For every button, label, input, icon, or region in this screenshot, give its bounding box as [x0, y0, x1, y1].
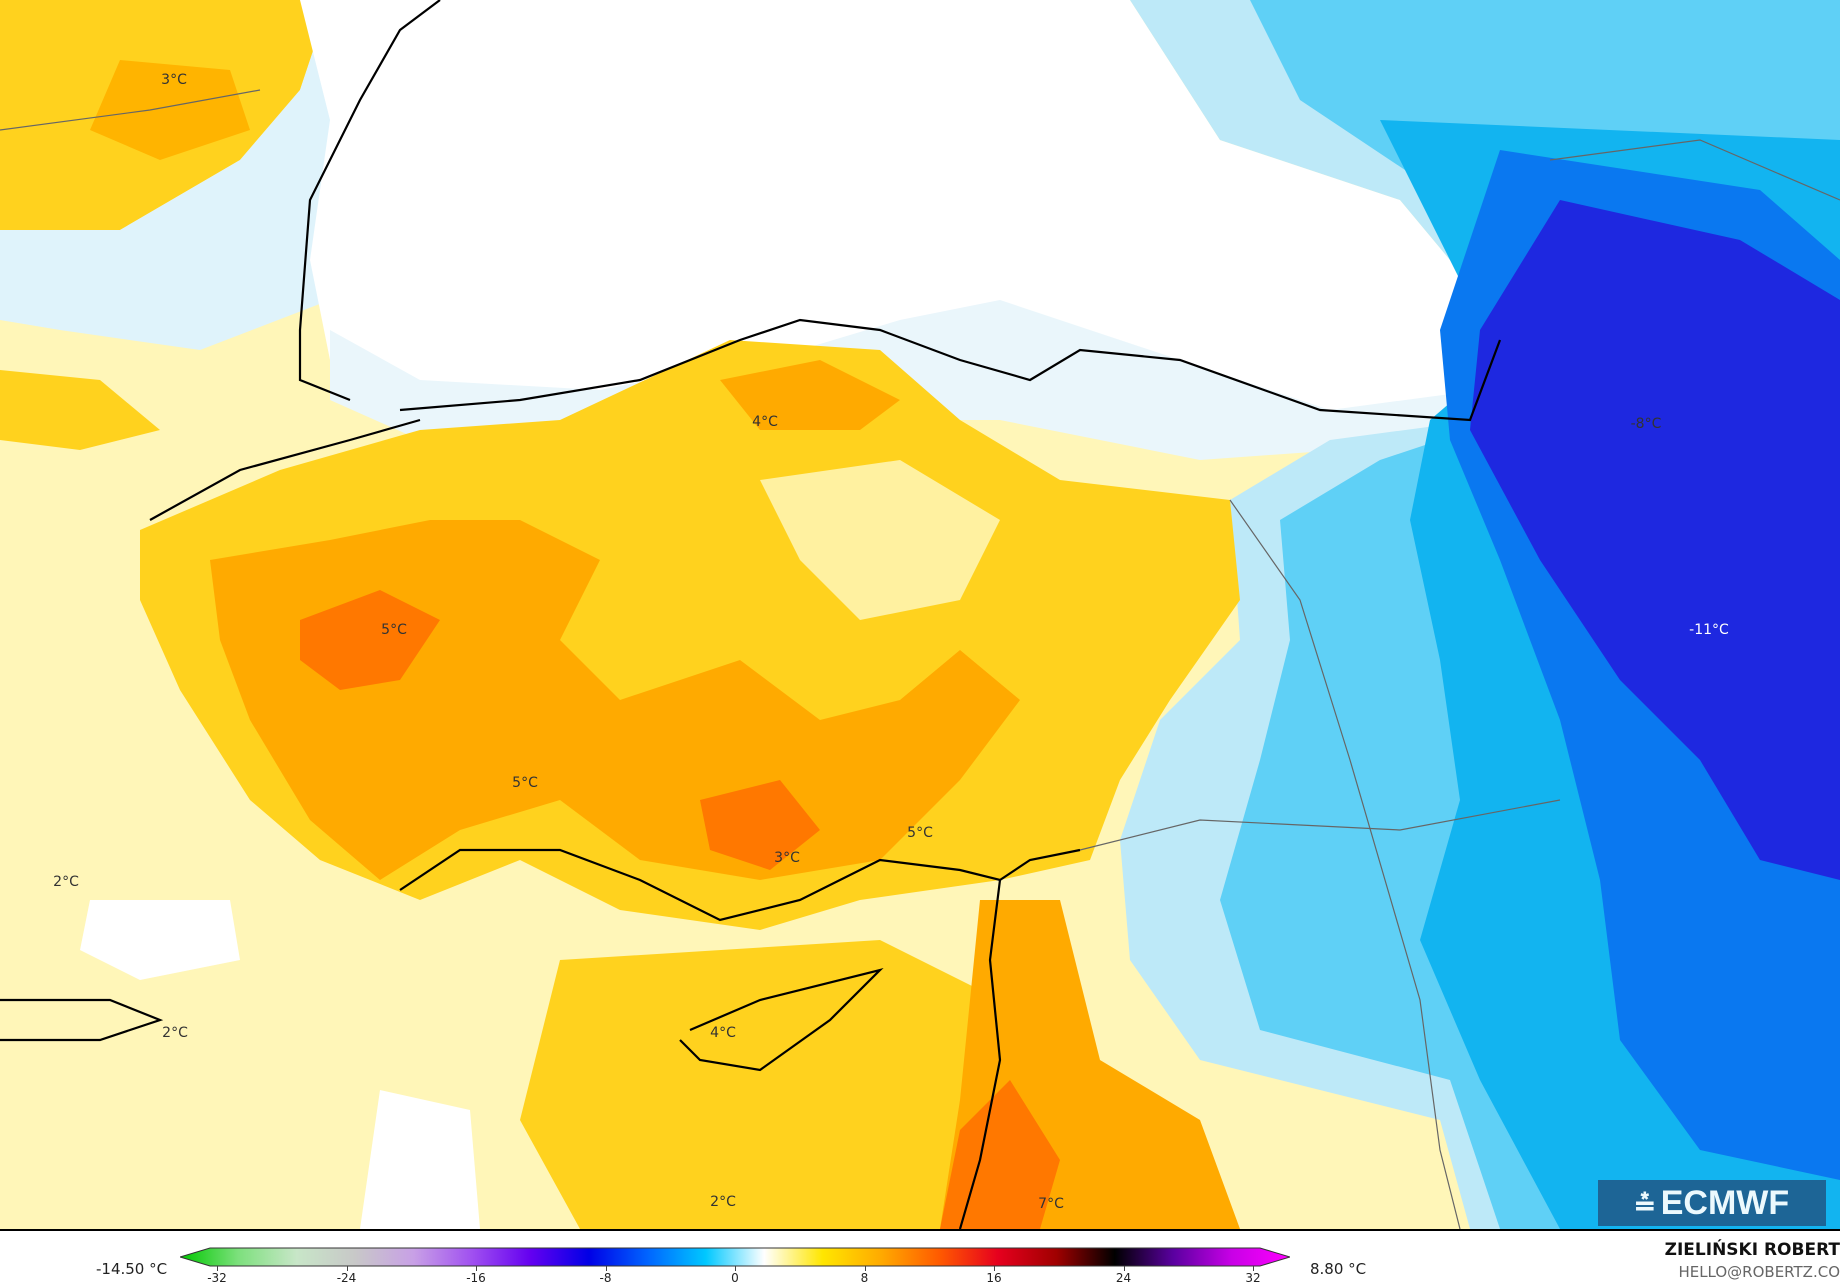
temp-label: 2°C [162, 1025, 188, 1041]
temp-label: 3°C [774, 850, 800, 866]
temperature-contours [0, 0, 1840, 1230]
colorbar-tick-label: 32 [1245, 1271, 1261, 1285]
colorbar-tick-label: -24 [336, 1271, 357, 1285]
colorbar-tick [1253, 1266, 1254, 1271]
colorbar-tick-label: 8 [860, 1271, 869, 1285]
colorbar-tick [346, 1266, 348, 1271]
max-value: 8.80 °C [1310, 1260, 1367, 1278]
colorbar-gradient [180, 1247, 1290, 1267]
colorbar-tick-label: 24 [1115, 1271, 1132, 1285]
temp-label: 4°C [710, 1025, 736, 1041]
colorbar-tick [994, 1266, 995, 1271]
temp-label: -8°C [1630, 416, 1662, 432]
cold-core [1470, 200, 1840, 880]
colorbar-tick [1123, 1266, 1125, 1271]
black-sea [300, 0, 1500, 420]
colorbar-tick [864, 1266, 866, 1271]
temp-label: 7°C [1038, 1196, 1064, 1212]
temp-label: 3°C [161, 72, 187, 88]
colorbar-tick [476, 1266, 477, 1271]
temp-label: 5°C [907, 825, 933, 841]
temp-label: 4°C [752, 414, 778, 430]
colorbar-tick-label: -32 [207, 1271, 227, 1285]
temp-label: 5°C [512, 775, 538, 791]
colorbar-legend: -14.50 °C -32 -24 -16 -8 0 8 16 24 32 8.80 °C [0, 1233, 1840, 1287]
temp-label: 5°C [381, 622, 407, 638]
colorbar-tick-label: -8 [599, 1271, 612, 1285]
colorbar-tick [735, 1266, 736, 1271]
ecmwf-logo: ⩮ ECMWF [1598, 1180, 1826, 1226]
colorbar-tick [605, 1266, 607, 1271]
borders [0, 89, 1840, 1230]
temp-label: 2°C [53, 874, 79, 890]
colorbar [180, 1247, 1290, 1267]
temp-label: -11°C [1689, 622, 1729, 638]
author-email: HELLO@ROBERTZ.CO [1678, 1263, 1840, 1281]
author-name: ZIELIŃSKI ROBERT [1664, 1240, 1840, 1260]
min-value: -14.50 °C [96, 1260, 168, 1278]
ecmwf-logo-icon: ⩮ [1634, 1183, 1655, 1222]
colorbar-tick-label: 0 [731, 1271, 739, 1285]
ecmwf-logo-text: ECMWF [1660, 1183, 1790, 1222]
coastlines [0, 0, 1502, 1230]
colorbar-tick [217, 1266, 218, 1271]
colorbar-tick-label: -16 [466, 1271, 486, 1285]
temp-label: 2°C [710, 1194, 736, 1210]
temperature-map: 3°C 4°C 5°C 5°C 3°C 5°C 2°C 2°C 4°C 2°C … [0, 0, 1840, 1231]
colorbar-tick-label: 16 [986, 1271, 1002, 1285]
